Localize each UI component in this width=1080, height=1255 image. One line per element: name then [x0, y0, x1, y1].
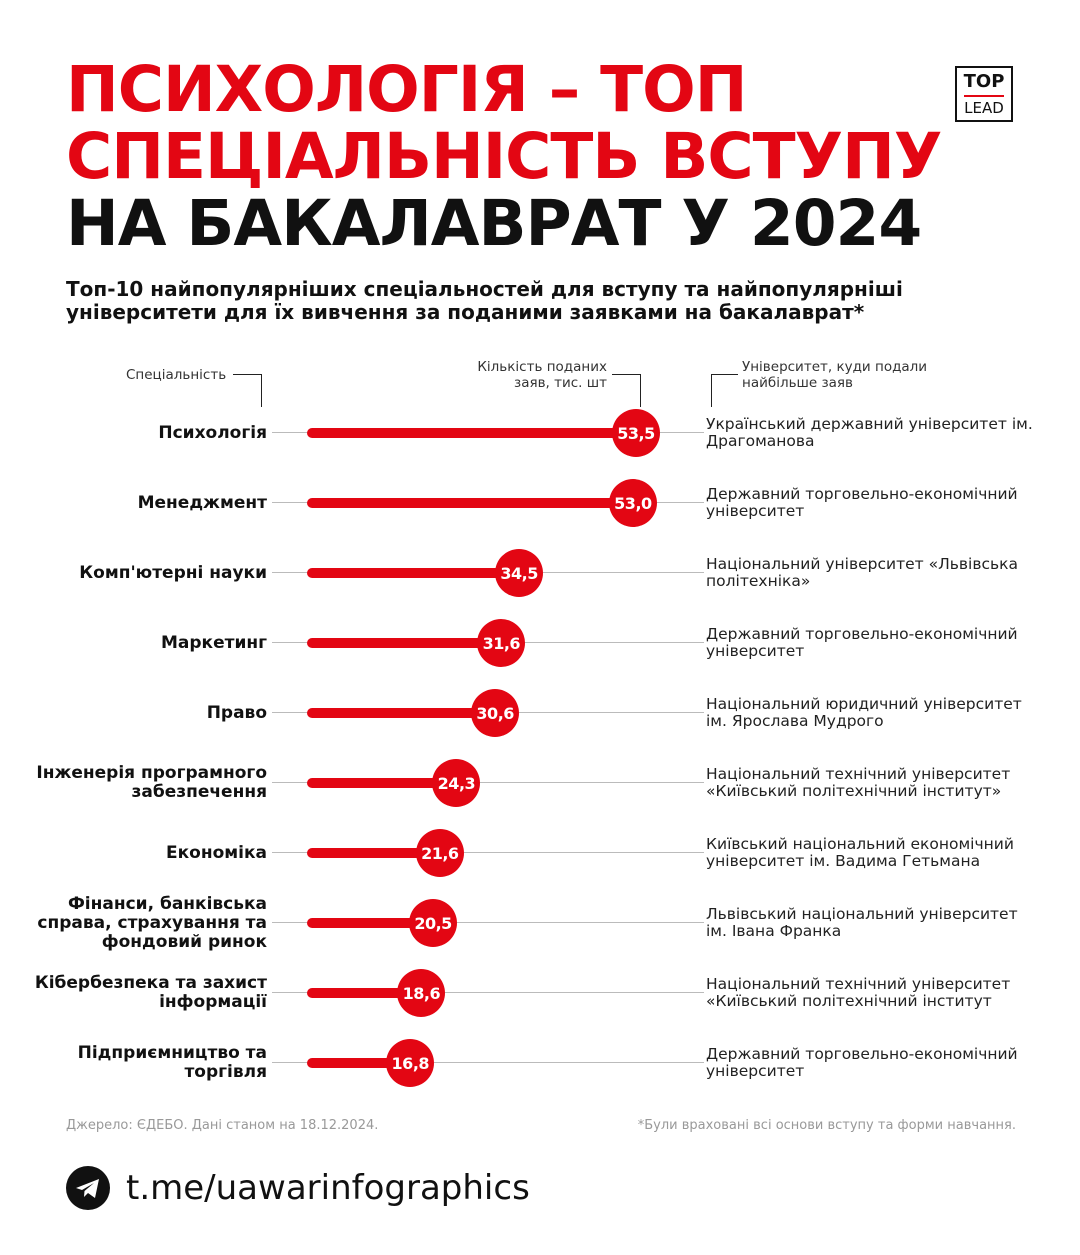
- guide-line: [272, 782, 704, 783]
- value-label: 24,3: [432, 759, 481, 807]
- value-label: 18,6: [397, 969, 446, 1017]
- title-line-1: ПСИХОЛОГІЯ – ТОП: [66, 53, 747, 126]
- university-label: Національний технічний університет «Київ…: [706, 765, 1011, 800]
- university-cell: Національний технічний університет «Київ…: [706, 963, 1036, 1023]
- value-label: 16,8: [386, 1039, 435, 1087]
- value-bar: [307, 1058, 411, 1068]
- page-title: ПСИХОЛОГІЯ – ТОП СПЕЦІАЛЬНІСТЬ ВСТУПУ НА…: [66, 53, 942, 260]
- chart-row: Психологія 53,5 Український державний унів…: [0, 403, 1080, 463]
- chart-row: Право 30,6 Національний юридичний універси…: [0, 683, 1080, 743]
- value-bar: [307, 568, 520, 578]
- chart-row: Кібербезпека та захист інформації 18,6 Нац…: [0, 963, 1080, 1023]
- university-label: Державний торговельно-економічний універ…: [706, 485, 1018, 520]
- value-bar: [307, 848, 440, 858]
- university-label: Державний торговельно-економічний універ…: [706, 625, 1018, 660]
- footnote: *Були враховані всі основи вступу та фор…: [637, 1118, 1016, 1133]
- value-bar: [307, 498, 633, 508]
- category-label: Кібербезпека та захист інформації: [34, 973, 267, 1012]
- telegram-link[interactable]: t.me/uawarinfographics: [126, 1168, 530, 1208]
- university-cell: Український державний університет ім. Др…: [706, 403, 1036, 463]
- category-label: Підприємництво та торгівля: [77, 1043, 267, 1082]
- value-bar: [307, 988, 422, 998]
- university-header: Університет, куди подали найбільше заяв: [742, 359, 928, 391]
- chart-row: Фінанси, банківська справа, страхування …: [0, 893, 1080, 953]
- value-label: 20,5: [409, 899, 458, 947]
- university-cell: Державний торговельно-економічний універ…: [706, 613, 1036, 673]
- value-label: 30,6: [471, 689, 520, 737]
- category-label: Менеджмент: [137, 492, 267, 513]
- category-label: Маркетинг: [160, 632, 267, 653]
- guide-line: [272, 1062, 704, 1063]
- value-label: 34,5: [495, 549, 544, 597]
- university-cell: Державний торговельно-економічний універ…: [706, 1033, 1036, 1093]
- university-cell: Львівський національний університет ім. …: [706, 893, 1036, 953]
- category-label: Право: [206, 702, 267, 723]
- logo-divider: [964, 95, 1004, 97]
- university-label: Національний юридичний університет ім. Я…: [706, 695, 1022, 730]
- university-label: Український державний університет ім. Др…: [706, 415, 1033, 450]
- university-label: Національний технічний університет «Київ…: [706, 975, 1011, 1010]
- category-label: Комп'ютерні науки: [79, 562, 267, 583]
- specialty-header-bracket: [233, 374, 262, 407]
- count-header-bracket: [612, 374, 641, 407]
- value-label: 53,0: [608, 479, 657, 527]
- value-label: 21,6: [415, 829, 464, 877]
- chart-row: Підприємництво та торгівля 16,8 Державний …: [0, 1033, 1080, 1093]
- category-label: Психологія: [158, 422, 267, 443]
- university-header-bracket: [711, 374, 738, 407]
- university-label: Київський національний економічний уніве…: [706, 835, 1014, 870]
- value-bar: [307, 708, 496, 718]
- title-line-3: НА БАКАЛАВРАТ У 2024: [66, 187, 922, 260]
- chart-row: Менеджмент 53,0 Державний торговельно-екон…: [0, 473, 1080, 533]
- university-cell: Національний університет «Львівська полі…: [706, 543, 1036, 603]
- university-label: Національний університет «Львівська полі…: [706, 555, 1018, 590]
- top-lead-logo: TOP LEAD: [955, 66, 1013, 122]
- count-header: Кількість поданих заяв, тис. шт: [477, 359, 607, 391]
- chart-row: Інженерія програмного забезпечення 24,3 На…: [0, 753, 1080, 813]
- title-line-2: СПЕЦІАЛЬНІСТЬ ВСТУПУ: [66, 120, 942, 193]
- university-label: Львівський національний університет ім. …: [706, 905, 1018, 940]
- value-label: 31,6: [477, 619, 526, 667]
- university-cell: Національний технічний університет «Київ…: [706, 753, 1036, 813]
- value-bar: [307, 918, 434, 928]
- category-label: Фінанси, банківська справа, страхування …: [37, 893, 267, 952]
- university-cell: Національний юридичний університет ім. Я…: [706, 683, 1036, 743]
- university-cell: Державний торговельно-економічний універ…: [706, 473, 1036, 533]
- category-label: Економіка: [166, 842, 267, 863]
- guide-line: [272, 922, 704, 923]
- guide-line: [272, 992, 704, 993]
- logo-bottom-text: LEAD: [964, 99, 1004, 117]
- university-cell: Київський національний економічний уніве…: [706, 823, 1036, 883]
- category-label: Інженерія програмного забезпечення: [36, 763, 267, 802]
- guide-line: [272, 852, 704, 853]
- specialty-header: Спеціальність: [126, 367, 227, 383]
- logo-top-text: TOP: [963, 71, 1005, 92]
- chart-subtitle: Топ-10 найпопулярніших спеціальностей дл…: [66, 277, 903, 324]
- chart-row: Комп'ютерні науки 34,5 Національний універ…: [0, 543, 1080, 603]
- value-label: 53,5: [612, 409, 660, 457]
- chart-row: Маркетинг 31,6 Державний торговельно-еконо…: [0, 613, 1080, 673]
- university-label: Державний торговельно-економічний універ…: [706, 1045, 1018, 1080]
- chart-row: Економіка 21,6 Київський національний екон…: [0, 823, 1080, 883]
- telegram-icon: [66, 1166, 110, 1210]
- source-note: Джерело: ЄДЕБО. Дані станом на 18.12.202…: [66, 1118, 379, 1133]
- value-bar: [307, 778, 457, 788]
- value-bar: [307, 428, 636, 438]
- value-bar: [307, 638, 502, 648]
